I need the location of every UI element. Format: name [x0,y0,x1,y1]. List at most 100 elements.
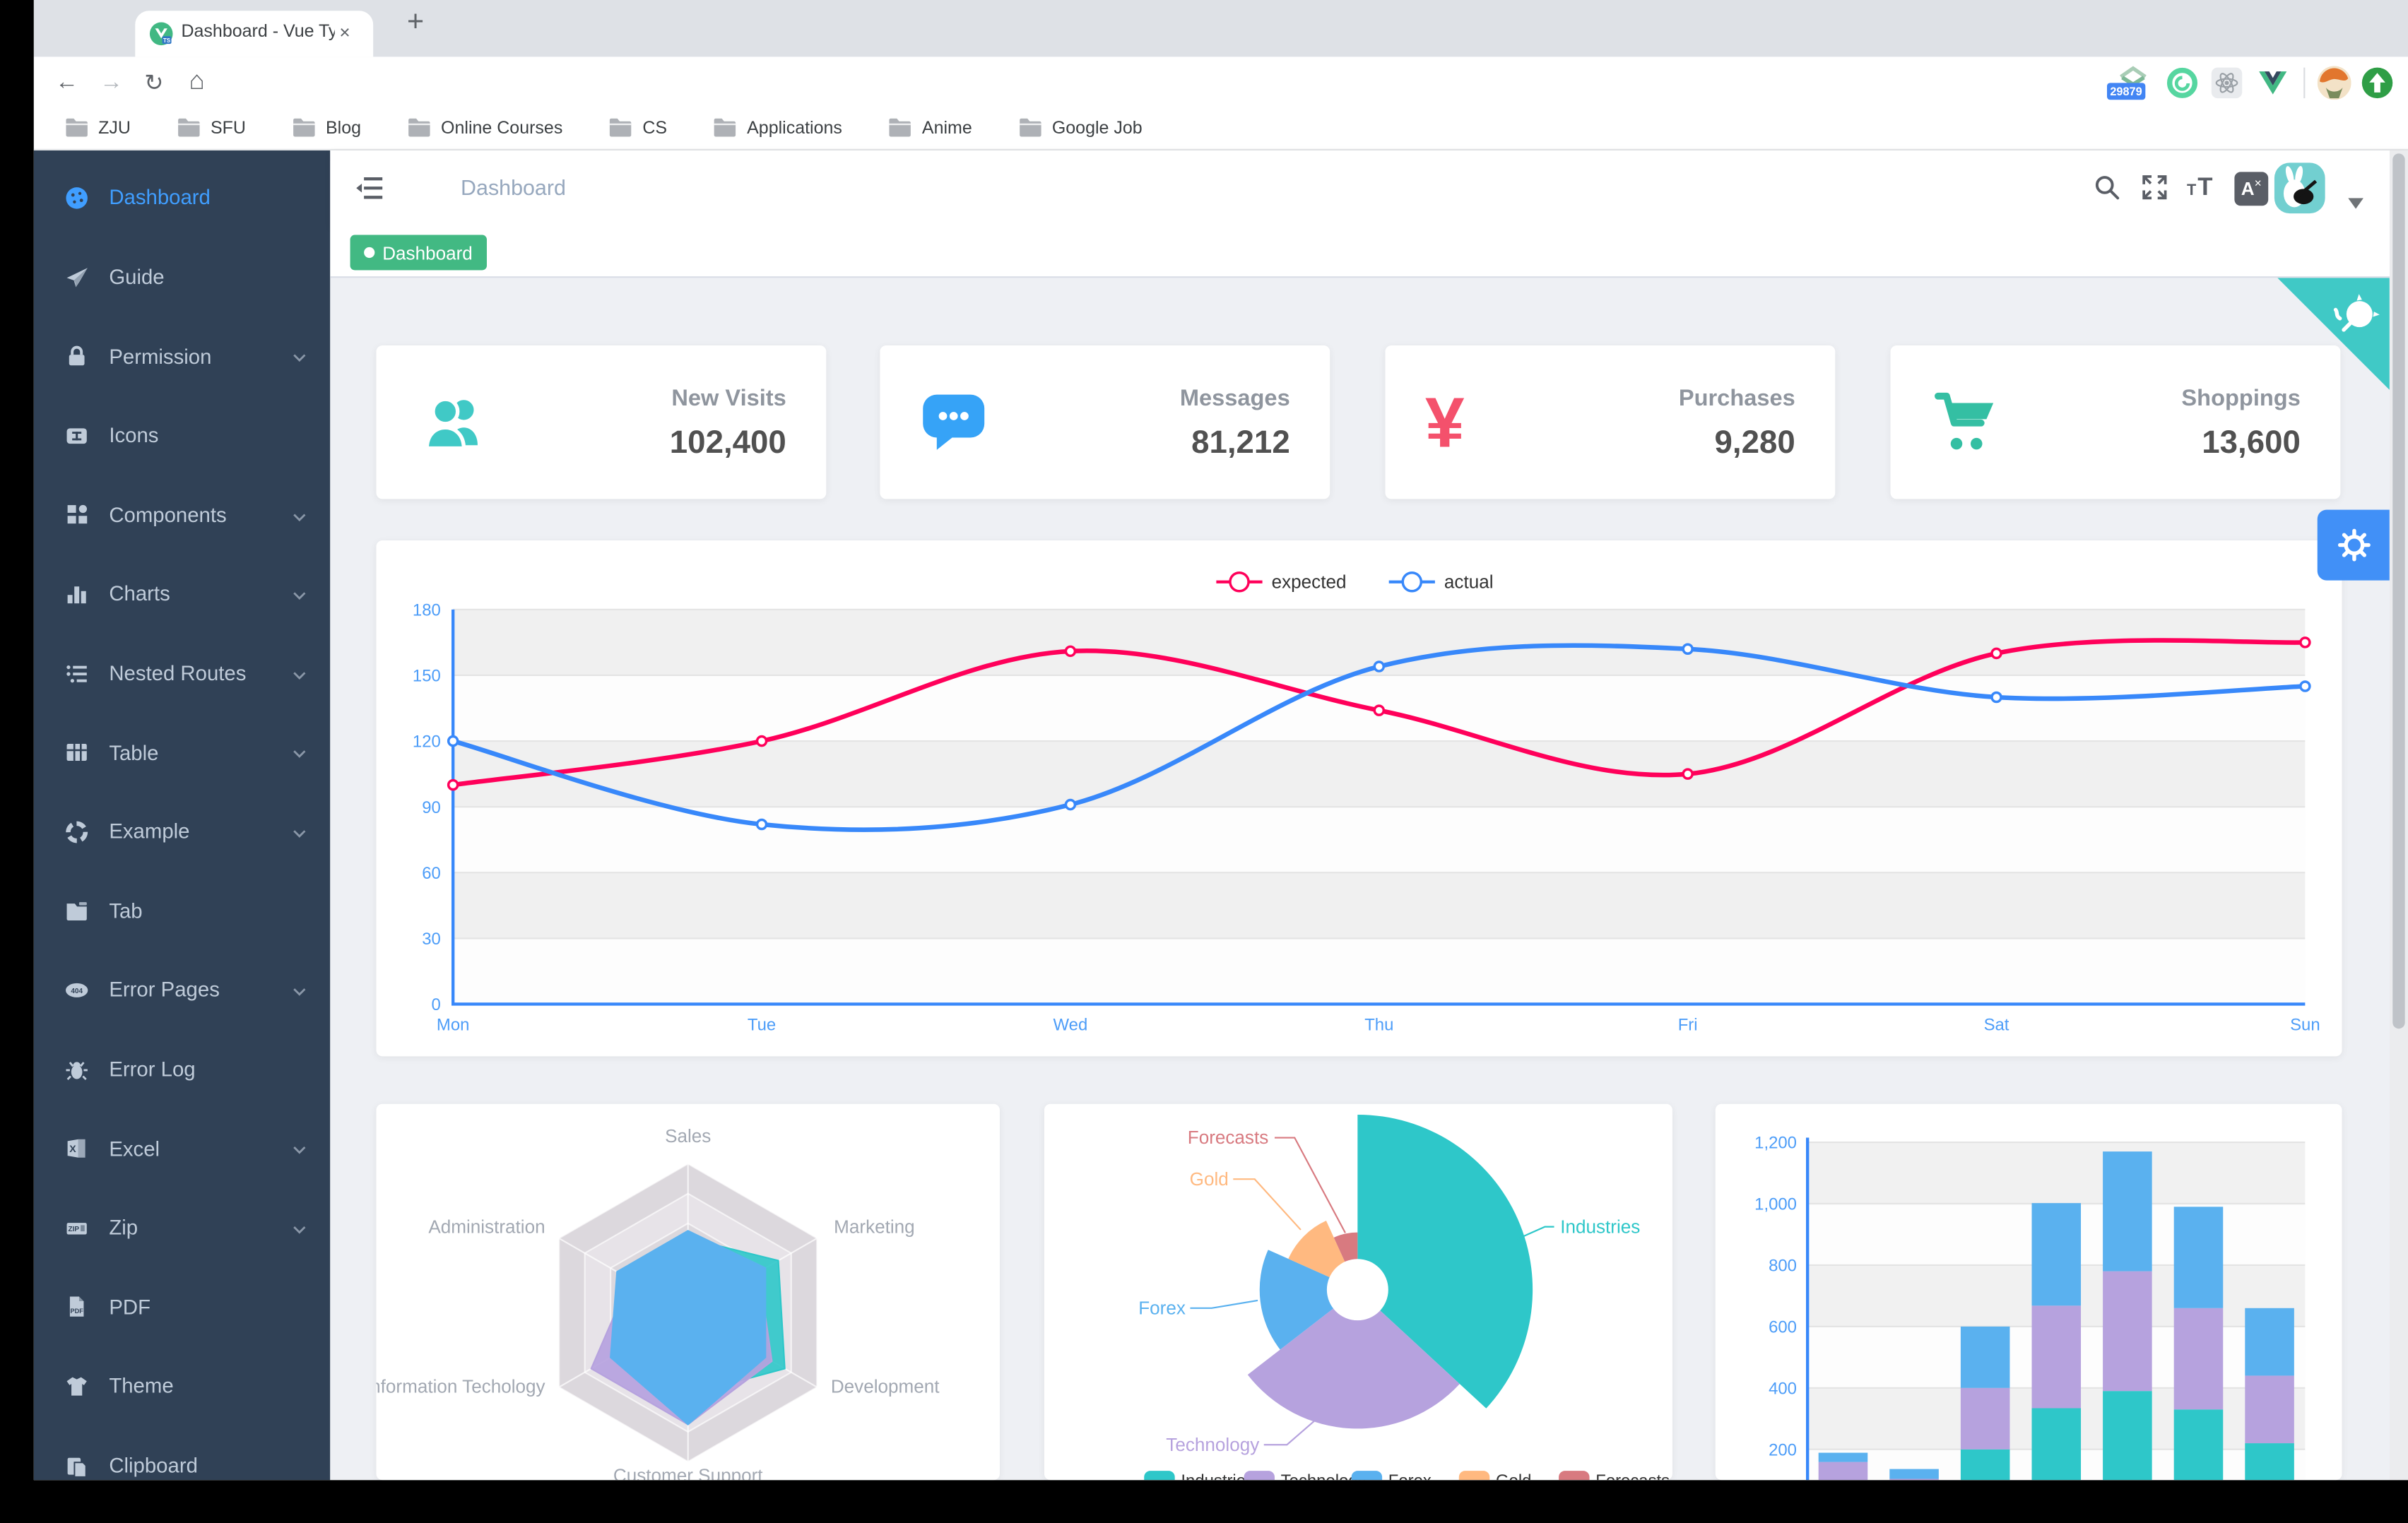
fullscreen-icon[interactable] [2141,174,2168,209]
sidebar-item-pdf[interactable]: PDF PDF [34,1267,330,1346]
chevron-down-icon [290,585,309,612]
bookmark-item[interactable]: ZJU [55,116,131,142]
chevron-down-icon [290,1140,309,1168]
line-legend[interactable]: expected actual [1216,571,1494,593]
sidebar-item-tab[interactable]: Tab [34,872,330,951]
pie-slice-industries[interactable] [1357,1114,1533,1409]
reload-icon[interactable]: ↻ [144,70,164,97]
bookmark-item[interactable]: Applications [704,116,842,142]
sidebar-item-nested-routes[interactable]: Nested Routes [34,634,330,713]
home-icon[interactable]: ⌂ [189,66,205,95]
breadcrumb[interactable]: Dashboard [461,174,566,200]
excel-icon: X [64,1137,89,1161]
bar-segment-pageC[interactable] [1960,1326,2010,1388]
bar-segment-pageC[interactable] [2245,1308,2294,1376]
bookmark-item[interactable]: CS [600,116,667,142]
settings-button[interactable] [2317,509,2390,581]
stat-card-new-visits[interactable]: New Visits 102,400 [376,345,827,499]
tab-close-icon[interactable]: × [339,21,350,43]
radar-chart[interactable]: Sales Administration Information Techology… [376,1104,999,1480]
sidebar-item-label: Excel [109,1137,160,1161]
bar-segment-pageB[interactable] [2173,1308,2224,1410]
bar-segment-pageC[interactable] [2103,1151,2152,1272]
bookmark-label: SFU [210,119,246,138]
bookmark-item[interactable]: Blog [283,116,361,142]
forward-icon[interactable]: → [100,69,123,95]
scrollbar-track[interactable] [2389,150,2408,1481]
sidebar-item-example[interactable]: Example [34,793,330,872]
folder-icon [888,116,913,142]
bar-segment-pageB[interactable] [2103,1271,2152,1392]
translate-icon[interactable]: A× [2234,172,2269,206]
sidebar-item-table[interactable]: Table [34,713,330,792]
svg-text:0: 0 [431,995,440,1014]
user-avatar[interactable] [2274,162,2325,214]
bar-segment-pageC[interactable] [1889,1469,1939,1479]
bookmark-item[interactable]: SFU [167,116,246,142]
scrollbar-thumb[interactable] [2392,153,2405,1029]
avatar-caret-icon[interactable] [2348,191,2363,218]
sidebar-item-clipboard[interactable]: Clipboard [34,1426,330,1481]
extension-vue-icon[interactable] [2258,69,2288,105]
bar-segment-pageA[interactable] [2103,1391,2152,1481]
bar-segment-pageB[interactable] [1960,1387,2010,1450]
bookmark-item[interactable]: Online Courses [398,116,562,142]
sidebar-item-zip[interactable]: ZIP Zip [34,1188,330,1267]
bar-segment-pageB[interactable] [2245,1375,2294,1444]
sidebar-item-excel[interactable]: X Excel [34,1109,330,1188]
sidebar-item-dashboard[interactable]: Dashboard [34,158,330,237]
sidebar-item-guide[interactable]: Guide [34,237,330,316]
hamburger-icon[interactable] [356,175,384,209]
tab-title: Dashboard - Vue Typescript Ad [181,23,334,42]
upload-extension-icon[interactable] [2361,66,2395,107]
svg-text:Thu: Thu [1364,1015,1393,1034]
bookmark-item[interactable]: Google Job [1009,116,1143,142]
sidebar-item-icons[interactable]: Icons [34,396,330,475]
bar-segment-pageB[interactable] [1818,1462,1868,1481]
radar-labels: Sales Administration Information Techology… [376,1125,940,1480]
stat-card-messages[interactable]: Messages 81,212 [880,345,1330,499]
pie-legend[interactable]: Industries Technology Forex Gold Forecasts [1144,1471,1670,1481]
bar-segment-pageC[interactable] [2031,1203,2082,1306]
extension-react-icon[interactable] [2211,67,2243,99]
toolbar-separator [2303,67,2306,99]
bar-segment-pageB[interactable] [2031,1305,2082,1409]
pie-chart[interactable]: IndustriesTechnologyForexGoldForecastsIn… [1044,1104,1672,1481]
sidebar-item-permission[interactable]: Permission [34,317,330,396]
bar-segment-pageC[interactable] [1818,1452,1868,1462]
profile-avatar[interactable] [2317,66,2351,107]
sidebar-item-components[interactable]: Components [34,475,330,555]
bar-chart[interactable]: 200 400 600 800 1,000 1,200 [1716,1104,2342,1481]
bar-segment-pageA[interactable] [1960,1449,2010,1481]
bar-segment-pageC[interactable] [2173,1207,2224,1308]
new-tab-button[interactable]: + [406,6,425,39]
browser-tab[interactable]: TS Dashboard - Vue Typescript Ad × [135,11,374,57]
svg-text:T: T [2187,181,2197,198]
pie-slice-technology[interactable] [1247,1289,1460,1429]
sidebar-item-label: Guide [109,266,165,289]
folder-icon [1018,116,1043,142]
line-chart[interactable]: 0 30 60 90 120 150 180 Mon Tue Wed Thu Fri Sat Sun exp… [376,540,2342,1056]
stat-card-purchases[interactable]: ¥ Purchases 9,280 [1385,345,1836,499]
bar-segment-pageA[interactable] [2173,1409,2224,1481]
back-icon[interactable]: ← [55,69,78,95]
extension-onetab-icon[interactable] [2166,66,2200,107]
bookmark-item[interactable]: Anime [879,116,972,142]
search-icon[interactable] [2093,174,2120,209]
sidebar-item-error-log[interactable]: Error Log [34,1030,330,1109]
sidebar-item-theme[interactable]: Theme [34,1347,330,1426]
tag-dashboard[interactable]: Dashboard [350,235,487,271]
sidebar-item-label: Tab [109,899,143,923]
bar-segment-pageB[interactable] [1889,1478,1939,1481]
extension-mail-icon[interactable]: 29879 [2106,64,2150,100]
message-icon [920,390,988,462]
bar-segment-pageA[interactable] [2245,1443,2294,1481]
sidebar-item-label: Error Log [109,1057,196,1081]
folder-icon [292,116,317,142]
stat-card-shoppings[interactable]: Shoppings 13,600 [1890,345,2341,499]
sidebar-item-charts[interactable]: Charts [34,555,330,634]
sidebar-item-error-pages[interactable]: 404 Error Pages [34,951,330,1030]
pie-slice-forex[interactable] [1259,1250,1358,1350]
bar-segment-pageA[interactable] [2031,1408,2082,1481]
